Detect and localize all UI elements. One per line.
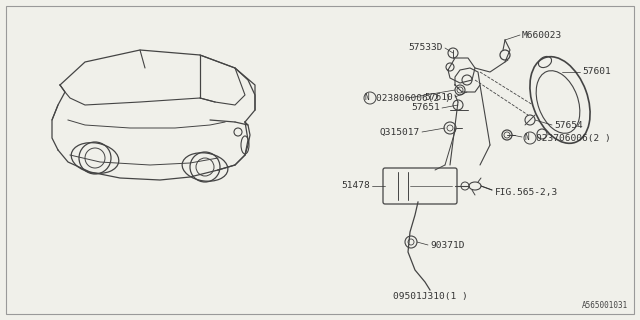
Text: 51478: 51478: [341, 181, 370, 190]
Text: A565001031: A565001031: [582, 301, 628, 310]
Text: 90371D: 90371D: [430, 241, 465, 250]
Text: Q315017: Q315017: [380, 127, 420, 137]
Text: 57654: 57654: [554, 121, 583, 130]
Text: 09501J310(1 ): 09501J310(1 ): [392, 292, 467, 300]
Text: 023706006(2 ): 023706006(2 ): [536, 133, 611, 142]
Text: 57533D: 57533D: [408, 44, 443, 52]
Text: N: N: [525, 133, 529, 142]
Text: FIG.565-2,3: FIG.565-2,3: [495, 188, 558, 196]
Text: M660023: M660023: [522, 30, 563, 39]
Text: 57610: 57610: [424, 92, 453, 101]
Text: 023806006(2 ): 023806006(2 ): [376, 93, 451, 102]
Text: N: N: [365, 93, 369, 102]
Text: 57651: 57651: [412, 103, 440, 113]
Text: 57601: 57601: [582, 68, 611, 76]
